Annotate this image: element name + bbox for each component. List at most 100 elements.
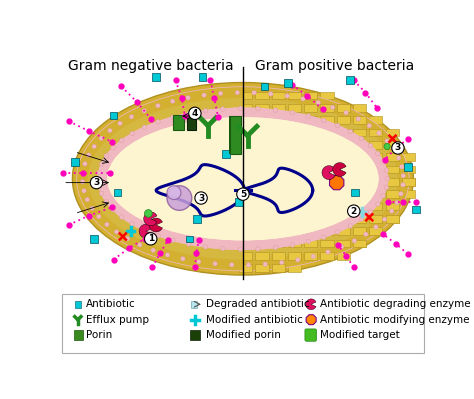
Text: Efflux pump: Efflux pump [86, 315, 149, 325]
Circle shape [86, 153, 91, 157]
Wedge shape [149, 218, 163, 232]
Bar [62, 294, 424, 353]
Circle shape [104, 200, 109, 204]
Circle shape [108, 128, 112, 133]
Bar [337, 240, 350, 247]
Bar [369, 227, 383, 235]
Bar [369, 227, 383, 235]
Bar [369, 129, 383, 136]
Bar [385, 129, 399, 136]
Text: Modified porin: Modified porin [207, 330, 282, 340]
Bar [320, 117, 334, 124]
Bar [320, 240, 334, 247]
Text: Antibiotic: Antibiotic [86, 299, 136, 309]
Bar [272, 252, 285, 260]
Bar [385, 215, 399, 223]
Bar [369, 203, 383, 210]
Circle shape [399, 192, 403, 196]
Circle shape [118, 121, 122, 126]
Circle shape [145, 233, 157, 245]
Circle shape [97, 183, 101, 187]
Circle shape [99, 162, 104, 166]
Circle shape [167, 186, 181, 200]
Bar [255, 104, 268, 112]
Text: Antibiotic modifying enzyme: Antibiotic modifying enzyme [319, 315, 469, 325]
Bar [304, 92, 317, 99]
Circle shape [129, 115, 134, 119]
Circle shape [82, 188, 86, 193]
Circle shape [375, 202, 380, 206]
Circle shape [142, 228, 146, 233]
Circle shape [384, 168, 389, 172]
Bar [288, 240, 301, 247]
Circle shape [111, 146, 115, 150]
Circle shape [142, 125, 146, 130]
Bar [304, 92, 317, 99]
Circle shape [389, 209, 394, 213]
Circle shape [229, 263, 234, 267]
Circle shape [171, 238, 175, 243]
Bar [304, 252, 317, 260]
Bar [74, 330, 83, 340]
Bar [255, 240, 268, 247]
Bar [173, 115, 184, 130]
Bar [369, 153, 383, 161]
Bar [353, 227, 366, 235]
Bar [320, 252, 334, 260]
Text: Antibiotic degrading enzyme: Antibiotic degrading enzyme [319, 299, 470, 309]
Bar [353, 117, 366, 124]
Circle shape [155, 233, 160, 238]
Circle shape [400, 164, 404, 169]
Circle shape [348, 223, 353, 228]
Bar [320, 104, 334, 112]
Bar [239, 104, 252, 112]
Circle shape [374, 225, 378, 229]
Bar [385, 153, 399, 161]
Bar [353, 215, 366, 223]
Circle shape [384, 143, 390, 150]
Ellipse shape [107, 117, 379, 240]
Bar [337, 227, 350, 235]
Text: 4: 4 [191, 109, 198, 118]
Circle shape [142, 109, 146, 113]
Circle shape [145, 209, 152, 217]
Circle shape [155, 103, 160, 108]
Bar [353, 129, 366, 136]
Circle shape [189, 107, 201, 119]
Circle shape [220, 107, 225, 111]
Circle shape [218, 91, 223, 96]
Bar [353, 104, 366, 112]
Bar [320, 104, 334, 112]
Bar [402, 178, 415, 186]
Circle shape [99, 136, 104, 140]
Circle shape [238, 106, 243, 111]
Circle shape [235, 90, 240, 95]
Circle shape [80, 180, 85, 184]
Circle shape [82, 162, 87, 166]
Bar [239, 92, 252, 99]
Circle shape [97, 170, 101, 175]
Circle shape [381, 194, 385, 198]
Bar [288, 264, 301, 272]
Circle shape [401, 182, 405, 187]
Bar [385, 203, 399, 210]
Text: Modified target: Modified target [319, 330, 400, 340]
FancyBboxPatch shape [305, 329, 317, 341]
Bar [320, 227, 334, 235]
Circle shape [203, 109, 208, 113]
Circle shape [279, 260, 284, 265]
Bar [369, 141, 383, 149]
Bar [272, 104, 285, 112]
Circle shape [130, 131, 135, 136]
Bar [320, 252, 334, 260]
Circle shape [137, 243, 142, 247]
Bar [272, 240, 285, 247]
Bar [369, 129, 383, 136]
Ellipse shape [73, 83, 413, 275]
Circle shape [104, 154, 109, 158]
Circle shape [85, 198, 90, 202]
Circle shape [336, 230, 340, 234]
Circle shape [255, 247, 260, 251]
Bar [337, 104, 350, 112]
Bar [187, 115, 196, 130]
